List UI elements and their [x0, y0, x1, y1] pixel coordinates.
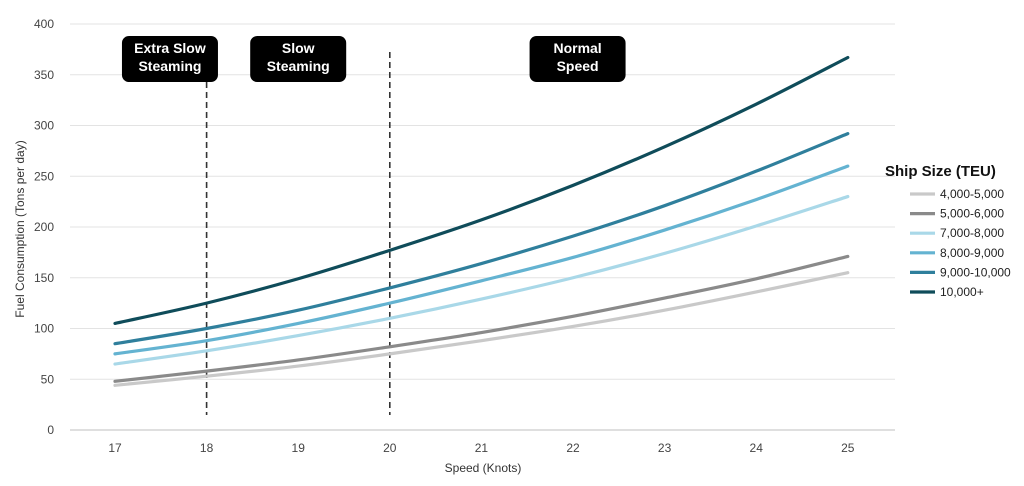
x-tick-label: 19 [292, 441, 306, 455]
series-lines [113, 55, 850, 387]
x-tick-label: 24 [750, 441, 764, 455]
legend-item-label: 4,000-5,000 [940, 187, 1004, 201]
speed-zone-label: Slow Steaming [267, 40, 330, 74]
y-tick-labels: 0 50 100 150 200 250 300 350 400 [34, 17, 54, 437]
legend-item-label: 8,000-9,000 [940, 246, 1004, 260]
series-line [113, 194, 850, 366]
speed-zone-label-box [121, 36, 218, 82]
x-tick-label: 17 [108, 441, 122, 455]
x-tick-label: 20 [383, 441, 397, 455]
y-tick-label: 400 [34, 17, 54, 31]
x-tick-label: 22 [566, 441, 580, 455]
legend-title: Ship Size (TEU) [885, 163, 996, 180]
y-tick-label: 100 [34, 322, 54, 336]
y-tick-label: 200 [34, 220, 54, 234]
y-tick-label: 300 [34, 119, 54, 133]
x-tick-label: 21 [475, 441, 489, 455]
legend-item-label: 9,000-10,000 [940, 265, 1011, 279]
y-tick-label: 350 [34, 68, 54, 82]
y-tick-label: 150 [34, 271, 54, 285]
series-line [113, 254, 850, 383]
speed-zone-label: Extra Slow Steaming [134, 40, 206, 74]
legend-item-label: 10,000+ [940, 285, 984, 299]
y-tick-label: 250 [34, 169, 54, 183]
series-line [113, 271, 850, 387]
x-tick-label: 23 [658, 441, 672, 455]
y-axis-title: Fuel Consumption (Tons per day) [13, 140, 27, 317]
x-tick-label: 25 [841, 441, 855, 455]
speed-zone-label-box [250, 36, 347, 82]
x-tick-labels: 17 18 19 20 21 22 23 24 25 [108, 441, 854, 455]
x-tick-label: 18 [200, 441, 214, 455]
speed-zone-labels: Extra Slow Steaming Slow Steaming Normal Spee… [121, 36, 626, 82]
series-line [113, 132, 850, 346]
legend-item-label: 5,000-6,000 [940, 207, 1004, 221]
x-axis-title: Speed (Knots) [445, 461, 522, 475]
speed-zone-label-box [529, 36, 626, 82]
y-tick-label: 50 [41, 372, 55, 386]
series-line [113, 164, 850, 356]
speed-zone-label: Normal Speed [553, 40, 601, 74]
series-line [113, 55, 850, 326]
y-tick-label: 0 [47, 423, 54, 437]
legend: Ship Size (TEU) 4,000-5,000 5,000-6,000 7,… [885, 163, 1011, 299]
legend-item-label: 7,000-8,000 [940, 226, 1004, 240]
